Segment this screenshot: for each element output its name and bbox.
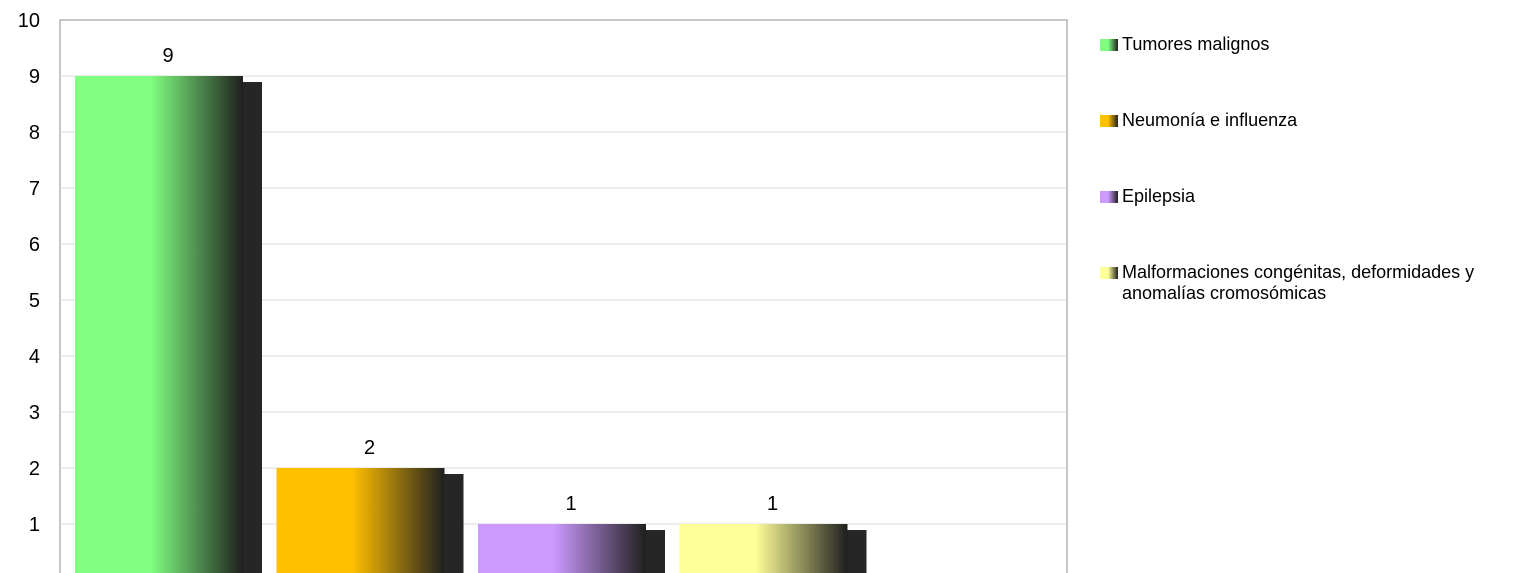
bar xyxy=(679,524,848,573)
legend-item: Epilepsia xyxy=(1100,186,1530,207)
y-tick-label: 5 xyxy=(29,290,40,312)
legend-swatch xyxy=(1100,267,1118,279)
data-label: 2 xyxy=(364,437,375,459)
data-label: 1 xyxy=(565,493,576,515)
y-tick-label: 10 xyxy=(18,10,40,32)
y-tick-label: 3 xyxy=(29,402,40,424)
legend-item: Neumonía e influenza xyxy=(1100,110,1530,131)
data-labels: 9 2 1 1 xyxy=(162,45,778,515)
data-label: 9 xyxy=(162,45,173,67)
y-tick-label: 1 xyxy=(29,514,40,536)
y-tick-label: 7 xyxy=(29,178,40,200)
legend-swatch xyxy=(1100,115,1118,127)
bar xyxy=(478,524,646,573)
legend-label: Tumores malignos xyxy=(1122,34,1270,54)
bar xyxy=(276,468,445,573)
legend-swatch xyxy=(1100,39,1118,51)
y-tick-label: 4 xyxy=(29,346,40,368)
y-tick-label: 9 xyxy=(29,66,40,88)
y-axis: 1 2 3 4 5 6 7 8 9 10 xyxy=(18,10,40,536)
legend-item: Tumores malignos xyxy=(1100,34,1530,55)
y-tick-label: 8 xyxy=(29,122,40,144)
bars xyxy=(75,76,867,573)
legend-swatch xyxy=(1100,191,1118,203)
legend-label: Neumonía e influenza xyxy=(1122,110,1298,130)
legend: Tumores malignos Neumonía e influenza Epil… xyxy=(1100,34,1530,359)
data-label: 1 xyxy=(767,493,778,515)
y-tick-label: 2 xyxy=(29,458,40,480)
bar xyxy=(75,76,243,573)
y-tick-label: 6 xyxy=(29,234,40,256)
legend-label: Malformaciones congénitas, deformidades … xyxy=(1122,262,1475,303)
legend-label: Epilepsia xyxy=(1122,186,1196,206)
legend-item: Malformaciones congénitas, deformidades … xyxy=(1100,262,1530,304)
